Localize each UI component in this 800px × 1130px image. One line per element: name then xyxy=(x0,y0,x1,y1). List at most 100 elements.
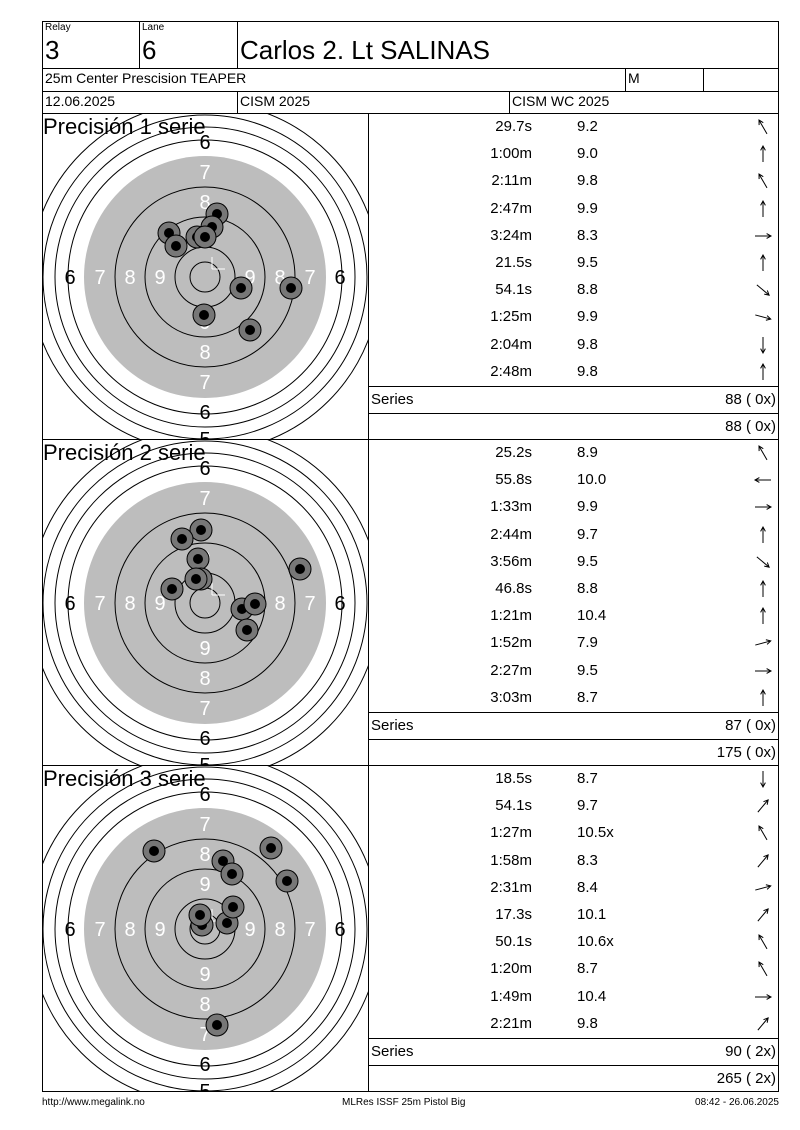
direction-arrow-icon xyxy=(753,144,773,164)
ring-number: 7 xyxy=(94,267,105,289)
target-ring xyxy=(144,216,266,338)
ring-number: 9 xyxy=(154,919,165,941)
series-section: 6 7 8 6 7 8 6 7 8 9 6 7 8 9 9 9 5 Precisión 3 serie 18.5s 8… xyxy=(42,766,779,1092)
ring-number: 6 xyxy=(64,919,75,941)
shot-time: 2:21m xyxy=(490,1014,532,1032)
series-total: 87 ( 0x) xyxy=(725,717,776,734)
target-ring xyxy=(114,838,296,1020)
shooter-cell: Carlos 2. Lt SALINAS xyxy=(238,22,779,69)
shot-time: 1:52m xyxy=(490,634,532,652)
shot-row: 17.3s 10.1 xyxy=(369,902,778,929)
shot-impact-core xyxy=(242,625,252,635)
target-black-zone xyxy=(84,156,326,398)
ring-number: 8 xyxy=(274,593,285,615)
series-label: Series xyxy=(371,717,414,734)
series-title: Precisión 3 serie xyxy=(43,766,206,791)
direction-arrow-icon xyxy=(753,606,773,626)
direction-arrow-icon xyxy=(753,661,773,681)
shot-time: 25.2s xyxy=(495,444,532,461)
shot-row: 2:48m 9.8 xyxy=(369,359,778,386)
shot-row: 2:31m 8.4 xyxy=(369,875,778,902)
ring-number: 8 xyxy=(199,342,210,364)
direction-arrow-icon xyxy=(753,117,773,137)
shot-row: 1:27m 10.5x xyxy=(369,820,778,847)
series-total: 88 ( 0x) xyxy=(725,391,776,408)
direction-arrow-icon xyxy=(753,253,773,273)
ring-number: 9 xyxy=(244,919,255,941)
shot-impact-core xyxy=(266,843,276,853)
ring-number: 6 xyxy=(199,458,210,480)
shot-score: 9.5 xyxy=(577,552,598,570)
ring-number: 6 xyxy=(334,919,345,941)
shot-impact-core xyxy=(212,1020,222,1030)
direction-arrow-icon xyxy=(753,497,773,517)
header-panel: Relay 3 Lane 6 Carlos 2. Lt SALINAS 25m … xyxy=(42,21,779,114)
shot-impact-core xyxy=(177,534,187,544)
ring-number: 9 xyxy=(199,964,210,986)
ring-number: 7 xyxy=(199,488,210,510)
ring-number: 8 xyxy=(199,994,210,1016)
shot-score: 9.8 xyxy=(577,362,598,380)
ring-number: 8 xyxy=(199,192,210,214)
ring-number: 6 xyxy=(199,402,210,424)
relay-cell: Relay 3 xyxy=(43,22,140,69)
direction-arrow-icon xyxy=(753,905,773,925)
direction-arrow-icon xyxy=(753,280,773,300)
date-value: 12.06.2025 xyxy=(45,93,116,109)
shot-score: 8.7 xyxy=(577,960,598,978)
ring-number: 7 xyxy=(199,162,210,184)
relay-value: 3 xyxy=(45,35,60,65)
shot-row: 1:00m 9.0 xyxy=(369,141,778,168)
shot-time: 2:11m xyxy=(491,172,532,190)
shot-row: 50.1s 10.6x xyxy=(369,929,778,956)
direction-arrow-icon xyxy=(753,769,773,789)
shot-impact-core xyxy=(227,869,237,879)
direction-arrow-icon xyxy=(753,552,773,572)
series-title: Precisión 1 serie xyxy=(43,114,206,139)
shot-time: 54.1s xyxy=(495,281,532,299)
shot-impact-core xyxy=(191,574,201,584)
shot-score: 7.9 xyxy=(577,634,598,652)
shot-score: 9.9 xyxy=(577,308,598,326)
target-black-zone xyxy=(84,482,326,724)
cumulative-total: 175 ( 0x) xyxy=(716,744,776,762)
ring-number: 7 xyxy=(199,698,210,720)
shot-time: 2:48m xyxy=(490,362,532,380)
shot-score: 10.4 xyxy=(577,607,607,625)
shot-time: 3:56m xyxy=(490,552,532,570)
shot-time: 29.7s xyxy=(495,118,532,135)
shot-time: 18.5s xyxy=(495,770,532,787)
shot-impact-core xyxy=(195,910,205,920)
ring-number: 6 xyxy=(199,132,210,154)
shot-score: 8.3 xyxy=(577,851,598,869)
shot-score: 10.4 xyxy=(577,987,607,1005)
shot-row: 2:11m 9.8 xyxy=(369,168,778,195)
shot-time: 46.8s xyxy=(495,580,532,597)
shot-row: 25.2s 8.9 xyxy=(369,440,778,467)
shot-time: 2:27m xyxy=(490,661,532,679)
shot-score: 9.8 xyxy=(577,1014,598,1032)
shot-score: 9.0 xyxy=(577,145,598,163)
target-ring xyxy=(54,126,356,428)
shot-impact-core xyxy=(218,856,228,866)
shot-time: 54.1s xyxy=(495,797,532,815)
shot-list: 25.2s 8.9 55.8s 10.0 1:33m 9.9 2:44m 9.7 3:56m 9.… xyxy=(369,440,778,766)
target-panel: 6 7 8 6 7 8 6 7 8 9 6 7 8 9 9 9 5 Precisión 3 serie xyxy=(43,766,369,1091)
ring-number: 5 xyxy=(199,1081,210,1091)
shot-score: 10.0 xyxy=(577,471,607,489)
ring-number: 9 xyxy=(199,638,210,660)
competition-value: CISM 2025 xyxy=(240,93,311,109)
ring-number: 6 xyxy=(199,784,210,806)
target-ring xyxy=(43,440,368,765)
event-cell: 25m Center Prescision TEAPER xyxy=(43,69,626,92)
shot-impact-core xyxy=(200,232,210,242)
shot-impact-core xyxy=(193,554,203,564)
ring-number: 7 xyxy=(199,372,210,394)
ring-number: 9 xyxy=(154,593,165,615)
shot-row: 46.8s 8.8 xyxy=(369,576,778,603)
shot-impact-core xyxy=(282,876,292,886)
footer-url[interactable]: http://www.megalink.no xyxy=(42,1097,145,1108)
